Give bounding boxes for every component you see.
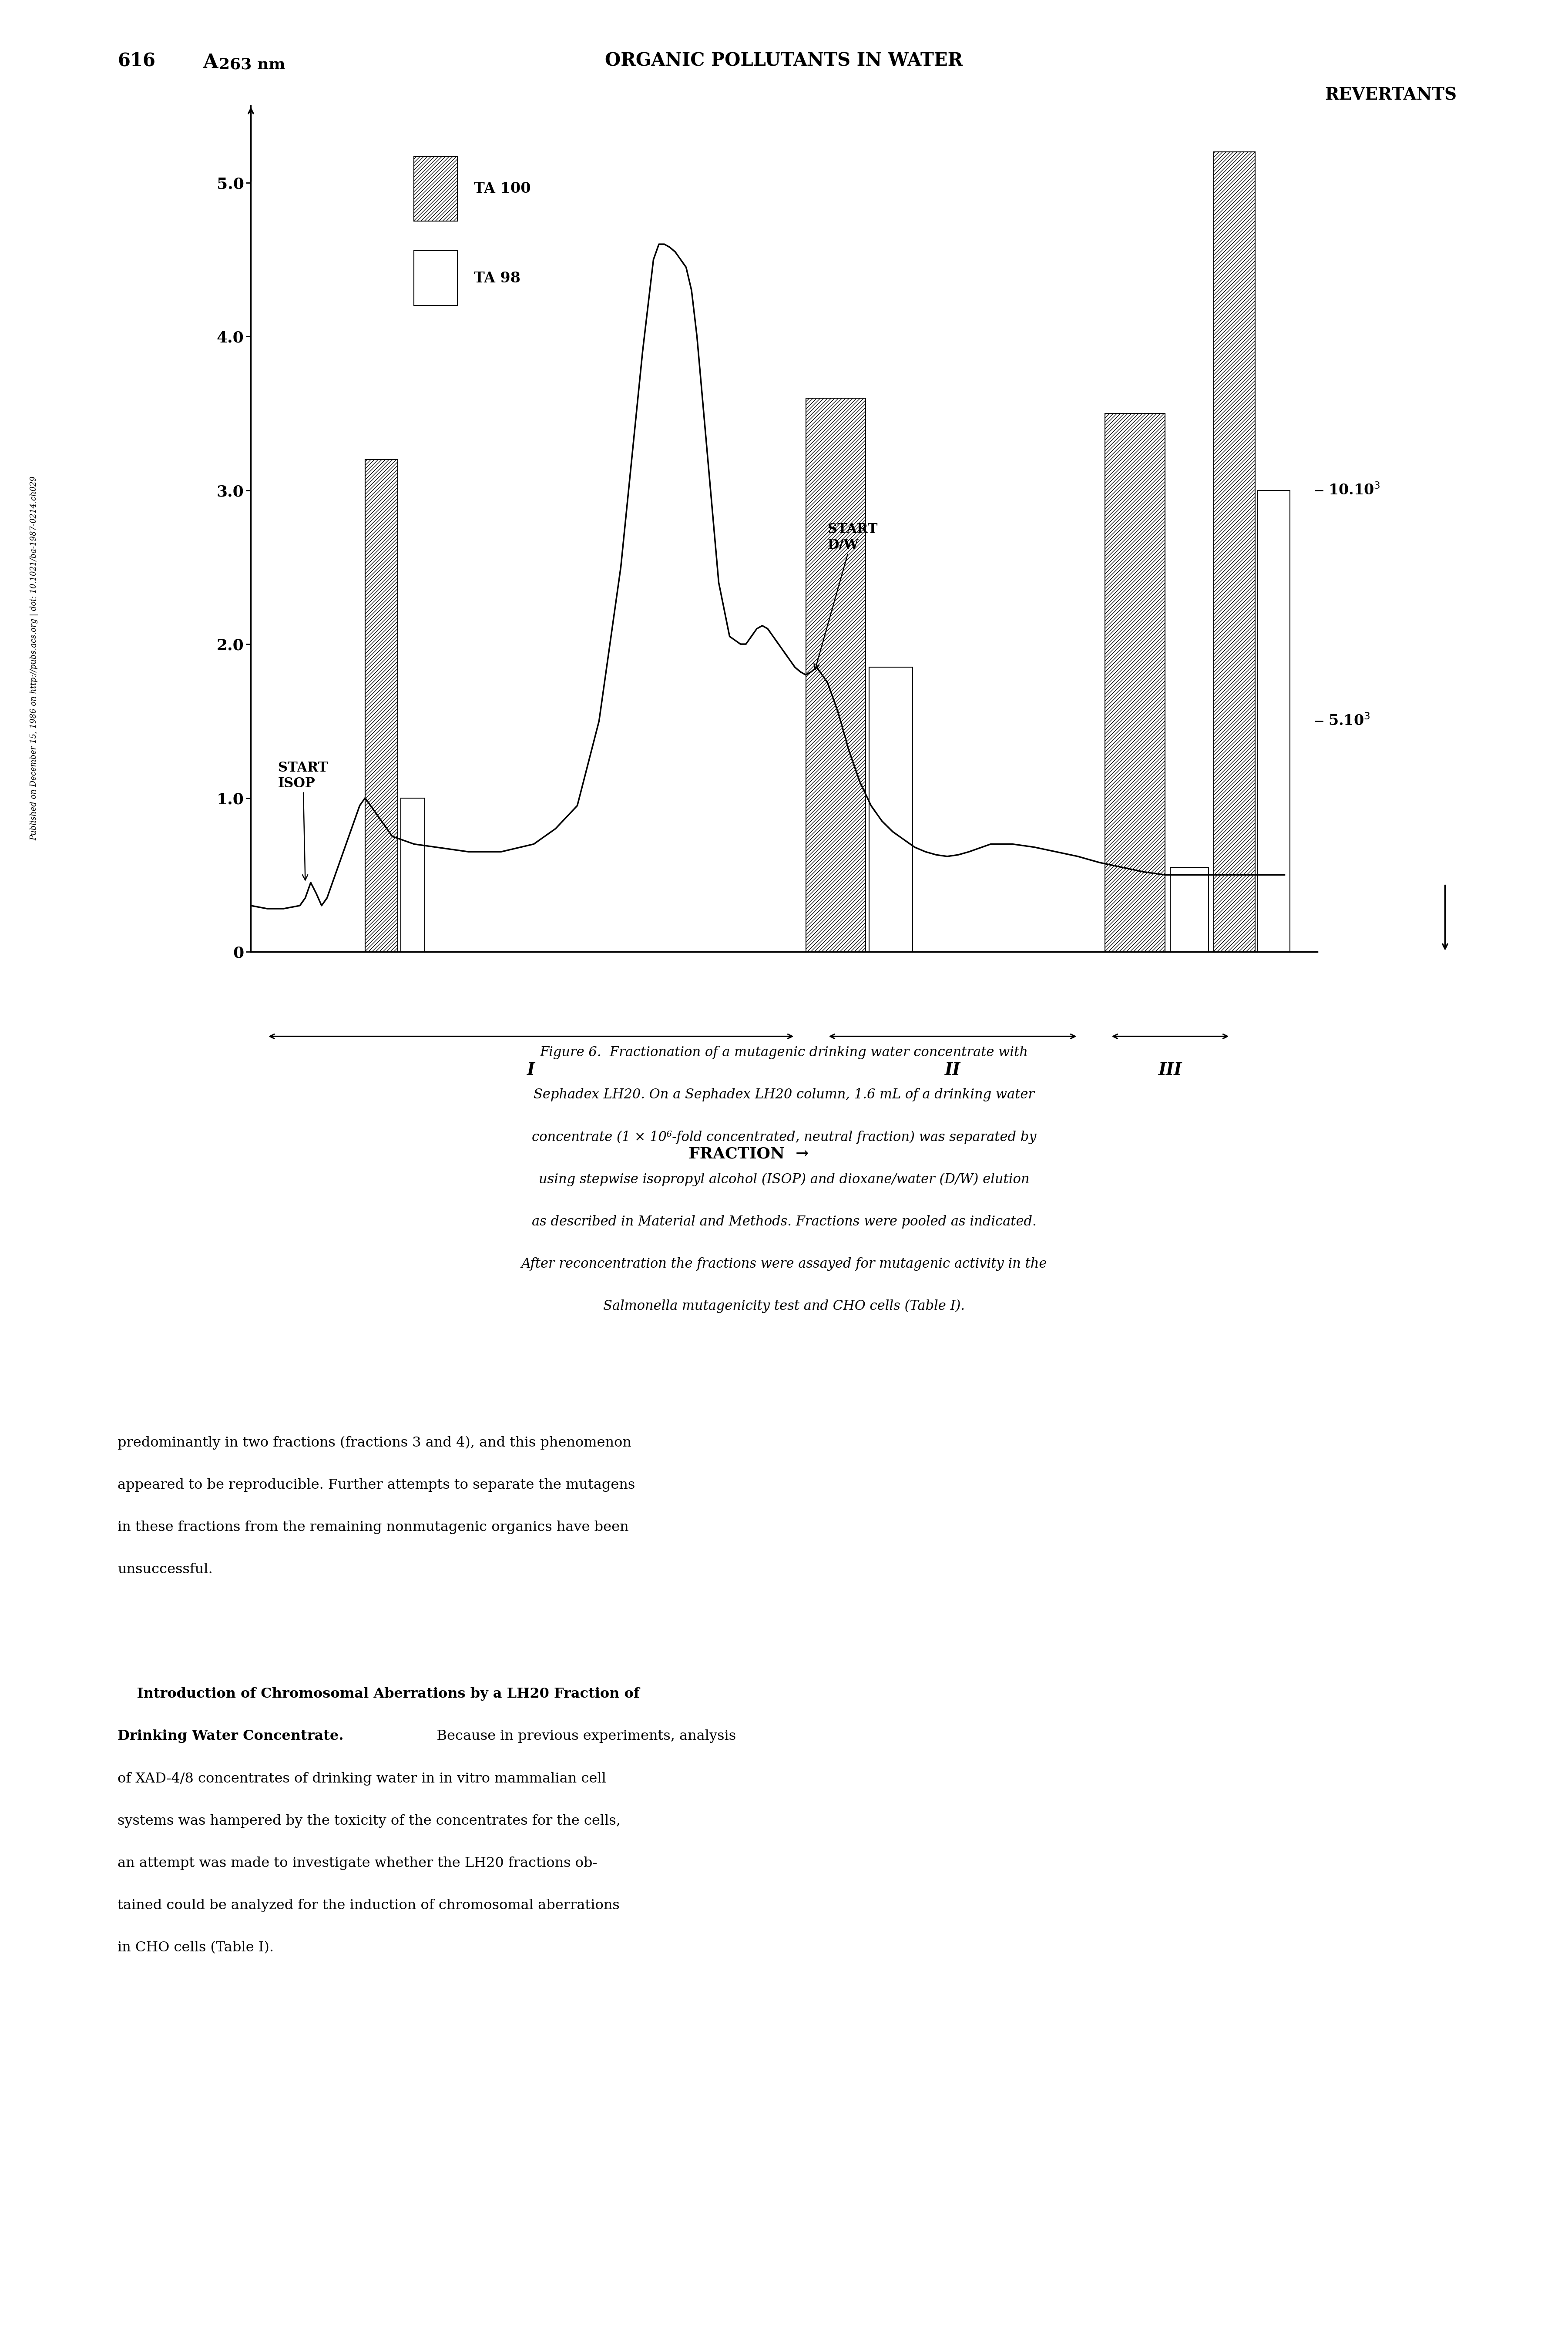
Text: appeared to be reproducible. Further attempts to separate the mutagens: appeared to be reproducible. Further att… <box>118 1478 635 1492</box>
Text: systems was hampered by the toxicity of the concentrates for the cells,: systems was hampered by the toxicity of … <box>118 1814 621 1828</box>
Text: 263 nm: 263 nm <box>220 56 285 73</box>
Text: 5.10$^3$: 5.10$^3$ <box>1328 714 1370 728</box>
Text: ORGANIC POLLUTANTS IN WATER: ORGANIC POLLUTANTS IN WATER <box>605 52 963 70</box>
Text: START
D/W: START D/W <box>814 522 878 670</box>
Text: After reconcentration the fractions were assayed for mutagenic activity in the: After reconcentration the fractions were… <box>521 1257 1047 1271</box>
Text: concentrate (1 × 10⁶-fold concentrated, neutral fraction) was separated by: concentrate (1 × 10⁶-fold concentrated, … <box>532 1130 1036 1144</box>
Text: II: II <box>946 1062 961 1079</box>
Text: using stepwise isopropyl alcohol (ISOP) and dioxane/water (D/W) elution: using stepwise isopropyl alcohol (ISOP) … <box>539 1173 1029 1187</box>
Text: TA 98: TA 98 <box>474 270 521 284</box>
Text: Published on December 15, 1986 on http://pubs.acs.org | doi: 10.1021/ba-1987-021: Published on December 15, 1986 on http:/… <box>30 475 39 841</box>
Text: III: III <box>1159 1062 1182 1079</box>
Text: an attempt was made to investigate whether the LH20 fractions ob-: an attempt was made to investigate wheth… <box>118 1856 597 1871</box>
Bar <box>869 667 913 952</box>
Bar <box>806 397 866 952</box>
Text: Drinking Water Concentrate.: Drinking Water Concentrate. <box>118 1730 343 1744</box>
Text: Because in previous experiments, analysis: Because in previous experiments, analysi… <box>423 1730 735 1744</box>
Text: I: I <box>527 1062 535 1079</box>
Text: Sephadex LH20. On a Sephadex LH20 column, 1.6 mL of a drinking water: Sephadex LH20. On a Sephadex LH20 column… <box>533 1088 1035 1102</box>
Bar <box>365 461 398 952</box>
Text: 10.10$^3$: 10.10$^3$ <box>1328 482 1380 498</box>
Bar <box>1105 414 1165 952</box>
Bar <box>1170 867 1209 952</box>
Text: predominantly in two fractions (fractions 3 and 4), and this phenomenon: predominantly in two fractions (fraction… <box>118 1436 632 1450</box>
Bar <box>1214 153 1254 952</box>
Text: of XAD-4/8 concentrates of drinking water in in vitro mammalian cell: of XAD-4/8 concentrates of drinking wate… <box>118 1772 607 1786</box>
Text: TA 100: TA 100 <box>474 181 530 195</box>
Text: in these fractions from the remaining nonmutagenic organics have been: in these fractions from the remaining no… <box>118 1520 629 1535</box>
Text: unsuccessful.: unsuccessful. <box>118 1563 213 1577</box>
Text: 616: 616 <box>118 52 155 70</box>
Text: A: A <box>202 54 218 73</box>
Bar <box>414 251 458 306</box>
Text: FRACTION  →: FRACTION → <box>688 1147 809 1161</box>
Text: as described in Material and Methods. Fractions were pooled as indicated.: as described in Material and Methods. Fr… <box>532 1215 1036 1229</box>
Bar <box>1258 491 1290 952</box>
Text: Figure 6.  Fractionation of a mutagenic drinking water concentrate with: Figure 6. Fractionation of a mutagenic d… <box>539 1046 1029 1060</box>
Text: Introduction of Chromosomal Aberrations by a LH20 Fraction of: Introduction of Chromosomal Aberrations … <box>118 1687 640 1701</box>
Text: in CHO cells (Table I).: in CHO cells (Table I). <box>118 1941 274 1955</box>
Text: REVERTANTS: REVERTANTS <box>1325 87 1457 103</box>
Bar <box>401 799 425 952</box>
Text: Salmonella mutagenicity test and CHO cells (Table I).: Salmonella mutagenicity test and CHO cel… <box>604 1300 964 1314</box>
Text: tained could be analyzed for the induction of chromosomal aberrations: tained could be analyzed for the inducti… <box>118 1899 619 1913</box>
Bar <box>414 157 458 221</box>
Text: START
ISOP: START ISOP <box>278 761 328 881</box>
